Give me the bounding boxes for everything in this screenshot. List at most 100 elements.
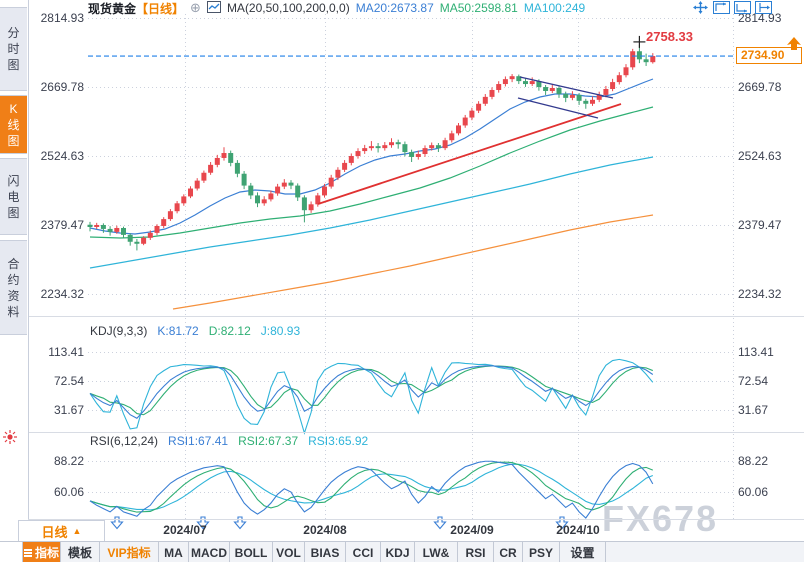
watermark: FX678: [602, 498, 719, 539]
price-up-arrow-icon: [785, 36, 803, 56]
toolbar-item-label: RSI: [465, 545, 486, 560]
panel-separator: [28, 432, 804, 433]
dropdown-arrow-icon: ▲: [72, 526, 82, 536]
toolbar-item-5[interactable]: BOLL: [230, 542, 273, 562]
indicator-toolbar: 指标 模板 VIP指标 MA MACD BOLL VOL BIAS CCI KDJ LW& RSI CR…: [0, 541, 804, 562]
timeframe-selector[interactable]: 日线 ▲: [18, 520, 105, 542]
toolbar-item-label: BOLL: [234, 545, 268, 560]
sidebar-tab-1[interactable]: K线图: [0, 95, 27, 154]
toolbar-item-label: KDJ: [385, 545, 410, 560]
toolbar-item-label: VOL: [276, 545, 301, 560]
toolbar-item-6[interactable]: VOL: [273, 542, 305, 562]
toolbar-item-label: BIAS: [310, 545, 340, 560]
y-axis-label: 88.22: [53, 454, 84, 468]
toolbar-corner: [0, 542, 23, 562]
toolbar-item-label: MACD: [191, 545, 227, 560]
rsi1-value: RSI1:67.41: [168, 434, 229, 448]
y-axis-label: 60.06: [53, 485, 84, 499]
y-axis-label: 72.54: [738, 374, 769, 388]
toolbar-item-label: 模板: [67, 546, 92, 560]
x-axis-label: 2024/09: [450, 523, 494, 537]
x-axis-label: 2024/08: [303, 523, 347, 537]
toolbar-item-label: PSY: [528, 545, 553, 560]
toolbar-item-label: 指标: [34, 546, 59, 560]
toolbar-item-14[interactable]: 设置: [560, 542, 606, 562]
toolbar-item-label: MA: [164, 545, 183, 560]
ma-params-label: MA(20,50,100,200,0,0): [226, 1, 350, 15]
period-tag[interactable]: 【日线】: [136, 1, 185, 16]
y-axis-label: 2234.32: [40, 287, 84, 301]
kdj-d-value: D:82.12: [208, 324, 251, 338]
y-axis-label: 113.41: [48, 345, 84, 359]
y-axis-label: 2524.63: [738, 149, 782, 163]
toolbar-item-12[interactable]: CR: [494, 542, 523, 562]
toolbar-item-3[interactable]: MA: [159, 542, 189, 562]
toolbar-item-2[interactable]: VIP指标: [100, 542, 159, 562]
high-price-label: 2758.33: [646, 29, 693, 44]
toolbar-filler: [606, 542, 804, 562]
rsi3-value: RSI3:65.92: [308, 434, 369, 448]
toolbar-item-13[interactable]: PSY: [523, 542, 560, 562]
add-overlay-icon[interactable]: ⊕: [190, 0, 201, 15]
y-axis-label: 31.67: [53, 403, 84, 417]
toolbar-item-label: CR: [499, 545, 517, 560]
list-icon: [23, 546, 32, 560]
toolbar-item-4[interactable]: MACD: [189, 542, 230, 562]
chart-style-icon[interactable]: [206, 0, 221, 16]
toolbar-item-label: CCI: [352, 545, 374, 560]
toolbar-item-label: LW&: [422, 545, 450, 560]
sidebar-tab-2[interactable]: 闪电图: [0, 158, 27, 235]
y-axis-label: 2379.47: [738, 218, 782, 232]
ma100-value: MA100:249: [523, 1, 586, 15]
last-price-badge: 2734.90: [736, 47, 802, 64]
y-axis-label: 2234.32: [738, 287, 782, 301]
y-axis-label: 2669.78: [40, 80, 84, 94]
rsi-title: RSI(6,12,24): [90, 434, 159, 448]
y-axis-label: 60.06: [738, 485, 769, 499]
panel-separator: [28, 316, 804, 317]
toolbar-item-11[interactable]: RSI: [458, 542, 494, 562]
timeframe-label: 日线: [41, 524, 68, 540]
kdj-title: KDJ(9,3,3): [90, 324, 148, 338]
rsi2-value: RSI2:67.37: [238, 434, 299, 448]
toolbar-item-7[interactable]: BIAS: [305, 542, 346, 562]
alert-icon[interactable]: [2, 429, 18, 450]
sidebar-tab-label: 合约资料: [7, 256, 20, 319]
toolbar-item-8[interactable]: CCI: [346, 542, 381, 562]
toolbar-item-label: VIP指标: [107, 546, 151, 560]
pan-right-icon[interactable]: [755, 1, 772, 14]
y-axis-label: 72.54: [53, 374, 84, 388]
y-axis-label: 2814.93: [738, 11, 782, 25]
toolbar-item-label: 设置: [570, 546, 595, 560]
pan-icon[interactable]: [692, 1, 709, 14]
sidebar-tab-3[interactable]: 合约资料: [0, 240, 27, 335]
toolbar-item-1[interactable]: 模板: [61, 542, 100, 562]
toolbar-item-0[interactable]: 指标: [23, 542, 61, 562]
ma20-value: MA20:2673.87: [355, 1, 434, 15]
y-axis-label: 31.67: [738, 403, 769, 417]
axis-separator: [28, 519, 804, 520]
fit-horizontal-icon[interactable]: [734, 1, 751, 14]
sidebar-tab-label: 分时图: [7, 26, 20, 72]
y-axis-label: 88.22: [738, 454, 769, 468]
toolbar-item-9[interactable]: KDJ: [381, 542, 415, 562]
y-axis-label: 2814.93: [40, 11, 84, 25]
kdj-j-value: J:80.93: [260, 324, 301, 338]
sidebar-tab-label: 闪电图: [7, 173, 20, 220]
kdj-k-value: K:81.72: [157, 324, 199, 338]
x-axis-label: 2024/10: [556, 523, 600, 537]
y-axis-label: 113.41: [738, 345, 774, 359]
sidebar-tab-label: K线图: [7, 101, 20, 148]
symbol-title: 现货黄金: [88, 1, 137, 16]
sidebar-tab-0[interactable]: 分时图: [0, 7, 27, 91]
kdj-legend: KDJ(9,3,3) K:81.72 D:82.12 J:80.93: [90, 324, 300, 338]
y-axis-label: 2524.63: [40, 149, 84, 163]
fit-vertical-icon[interactable]: [713, 1, 730, 14]
x-axis-label: 2024/07: [163, 523, 207, 537]
y-axis-label: 2379.47: [40, 218, 84, 232]
toolbar-item-10[interactable]: LW&: [415, 542, 458, 562]
rsi-legend: RSI(6,12,24) RSI1:67.41 RSI2:67.37 RSI3:…: [90, 434, 368, 448]
y-axis-label: 2669.78: [738, 80, 782, 94]
